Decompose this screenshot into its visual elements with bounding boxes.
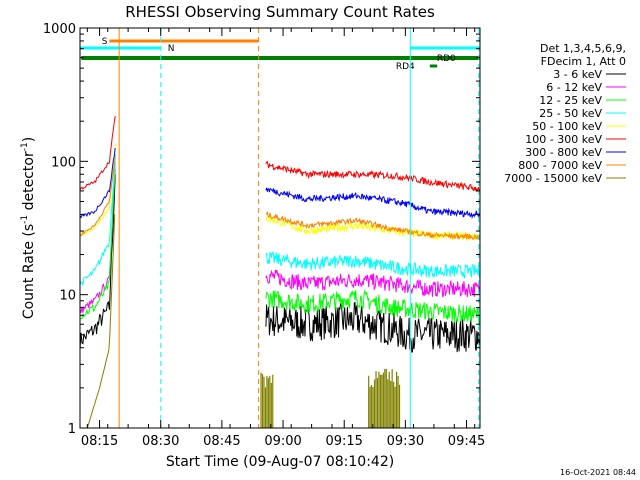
y-tick-label: 100 <box>51 155 76 170</box>
y-tick-label: 10 <box>59 289 76 304</box>
y-axis-label: Count Rate (s-1 detector-1) <box>20 137 37 319</box>
chart-title: RHESSI Observing Summary Count Rates <box>125 3 435 21</box>
series-layer <box>80 115 480 428</box>
series-line <box>265 251 480 280</box>
x-tick-label: 08:30 <box>142 434 179 449</box>
series-line <box>80 174 116 350</box>
series-line <box>86 214 116 428</box>
legend-label: 6 - 12 keV <box>546 81 602 94</box>
y-axis-label-sup2: -1 <box>20 142 30 151</box>
y-axis-label-sup1: -1 <box>20 215 30 224</box>
flag-label: S <box>102 37 108 47</box>
flag-label: N <box>168 44 175 54</box>
x-tick-label: 09:45 <box>448 434 485 449</box>
series-line <box>80 161 116 320</box>
series-line <box>80 147 116 219</box>
legend-label: 50 - 100 keV <box>532 120 602 133</box>
flag-label: RD4 <box>396 62 415 72</box>
x-tick-label: 09:00 <box>264 434 301 449</box>
legend-label: 300 - 800 keV <box>525 146 602 159</box>
series-line <box>265 210 480 240</box>
legend: Det 1,3,4,5,6,9,FDecim 1, Att 03 - 6 keV… <box>504 42 626 185</box>
x-tick-label: 08:45 <box>203 434 240 449</box>
y-axis-label-mid: detector <box>21 151 37 215</box>
legend-label: 25 - 50 keV <box>539 107 602 120</box>
legend-header: Det 1,3,4,5,6,9, <box>540 42 626 55</box>
series-line <box>80 115 116 190</box>
flags-layer: S N RD0 RD4 <box>80 37 480 72</box>
y-tick-label: 1 <box>68 422 76 437</box>
legend-label: 7000 - 15000 keV <box>504 172 602 185</box>
y-axis-label-main: Count Rate (s <box>21 224 37 319</box>
legend-label: 3 - 6 keV <box>553 68 602 81</box>
legend-label: 12 - 25 keV <box>539 94 602 107</box>
x-axis-label: Start Time (09-Aug-07 08:10:42) <box>166 454 394 470</box>
axis-layer: 08:15 08:30 08:45 09:00 09:15 09:30 09:45 1 10 10… <box>43 22 485 449</box>
footer-timestamp: 16-Oct-2021 08:44 <box>560 468 636 477</box>
x-tick-label: 09:30 <box>387 434 424 449</box>
series-line <box>80 143 116 237</box>
series-line <box>265 289 480 325</box>
legend-label: 800 - 7000 keV <box>518 159 602 172</box>
y-tick-label: 1000 <box>43 22 76 37</box>
flag-label: RD0 <box>437 54 456 64</box>
y-axis-label-end: ) <box>21 137 37 142</box>
x-tick-label: 09:15 <box>325 434 362 449</box>
series-line <box>265 269 480 298</box>
legend-header: FDecim 1, Att 0 <box>541 55 626 68</box>
x-tick-label: 08:15 <box>81 434 118 449</box>
vline-layer <box>79 28 480 428</box>
series-line <box>80 157 116 236</box>
series-line <box>265 187 480 220</box>
series-line <box>265 301 480 353</box>
series-line <box>265 160 480 193</box>
legend-label: 100 - 300 keV <box>525 133 602 146</box>
plot-frame <box>79 27 481 429</box>
series-line <box>80 153 116 287</box>
